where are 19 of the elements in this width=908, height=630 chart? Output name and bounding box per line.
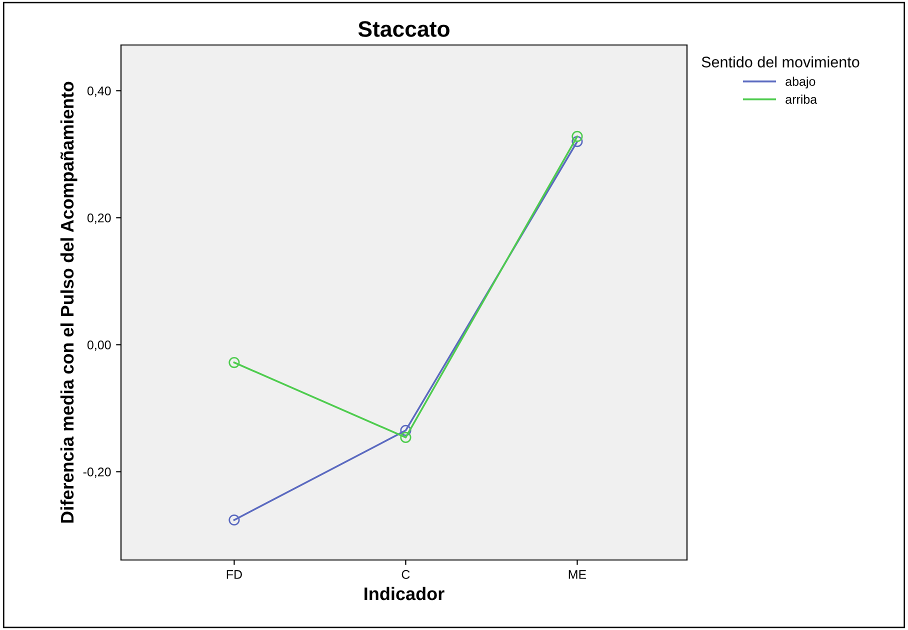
point: [400, 432, 412, 443]
point: [228, 514, 240, 526]
x-axis-title: Indicador: [364, 586, 444, 600]
x-tick-label: FD: [226, 570, 242, 579]
legend-label: abajo: [786, 76, 816, 88]
y-tick-label: 0,40: [87, 86, 111, 97]
point: [228, 356, 240, 368]
y-axis-title: Diferencia media con el Pulso del Acompañamiento: [60, 82, 78, 523]
x-tick-label: C: [402, 570, 410, 579]
legend-label: arriba: [786, 94, 818, 104]
y-tick-label: 0,00: [87, 340, 111, 351]
x-tick-label: ME: [568, 570, 586, 579]
y-tick-label: 0,20: [87, 214, 111, 224]
y-tick-label: -0,20: [83, 468, 111, 478]
point: [572, 130, 583, 142]
legend-title: Sentido del movimiento: [702, 56, 860, 68]
point: [572, 136, 583, 148]
point: [400, 424, 412, 436]
chart-title: Staccato: [358, 21, 450, 37]
